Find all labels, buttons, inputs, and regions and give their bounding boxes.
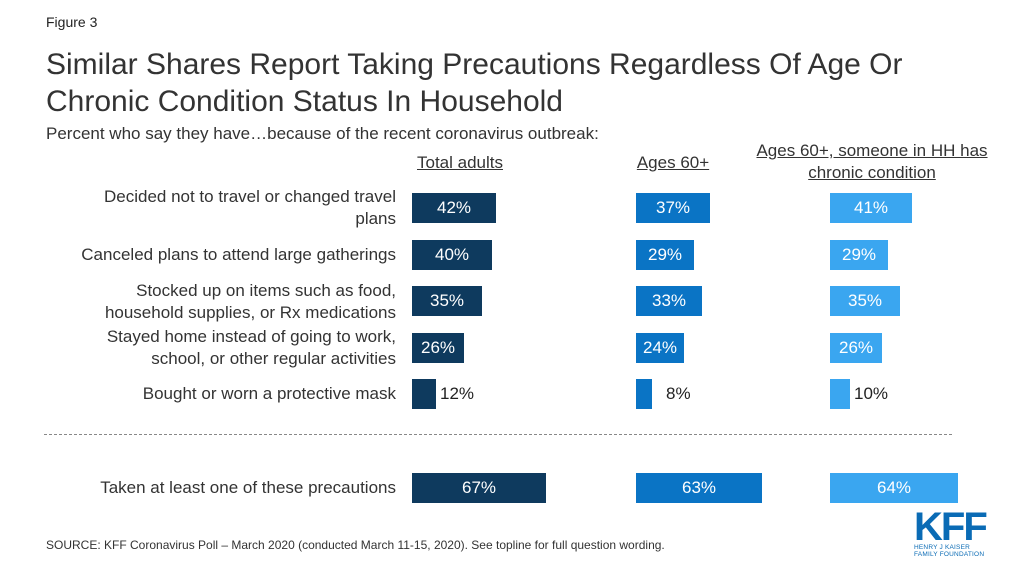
bar: [830, 473, 958, 503]
bar: [636, 333, 684, 363]
bar-value-label: 8%: [666, 384, 691, 403]
bar-value-label: 35%: [847, 291, 883, 310]
bar: [636, 193, 710, 223]
bar: [412, 379, 436, 409]
bar: [412, 193, 496, 223]
chart-title: Similar Shares Report Taking Precautions…: [46, 48, 903, 118]
bar: [636, 286, 702, 316]
bar: [636, 473, 762, 503]
bar-value-label: 42%: [436, 198, 472, 217]
bar: [830, 379, 850, 409]
bar: [830, 193, 912, 223]
bar-value-label: 26%: [838, 338, 874, 357]
bar-value-label: 67%: [461, 478, 497, 497]
bar-value-label: 33%: [651, 291, 687, 310]
row-label: Stocked up on items such as food, househo…: [104, 281, 396, 322]
row-label: Stayed home instead of going to work, sch…: [106, 327, 396, 368]
bar-value-label: 63%: [681, 478, 717, 497]
logo-subtext: HENRY J KAISER FAMILY FOUNDATION: [914, 544, 985, 558]
bar-value-label: 35%: [429, 291, 465, 310]
figure-label: Figure 3: [46, 14, 98, 30]
bar: [412, 240, 492, 270]
bar-value-label: 40%: [434, 245, 470, 264]
bar: [412, 286, 482, 316]
bar: [636, 240, 694, 270]
bar-value-label: 26%: [420, 338, 456, 357]
bar: [412, 473, 546, 503]
chart-subtitle: Percent who say they have…because of the…: [46, 124, 599, 143]
bar-value-label: 12%: [440, 384, 475, 403]
logo-text: KFF: [914, 505, 988, 549]
source-note: SOURCE: KFF Coronavirus Poll – March 202…: [46, 538, 665, 552]
column-header-total-adults: Total adults: [417, 153, 503, 172]
row-label: Decided not to travel or changed travel p…: [103, 187, 396, 228]
bar-value-label: 64%: [876, 478, 912, 497]
bar-value-label: 37%: [655, 198, 691, 217]
bar: [830, 333, 882, 363]
bar: [636, 379, 652, 409]
column-header-ages-60: Ages 60+: [636, 153, 710, 172]
dashed-divider: [44, 434, 952, 435]
row-label: Taken at least one of these precautions: [100, 478, 396, 497]
row-label: Canceled plans to attend large gathering…: [81, 245, 396, 264]
kff-logo: KFF HENRY J KAISER FAMILY FOUNDATION: [914, 505, 988, 558]
bar: [830, 286, 900, 316]
row-label: Bought or worn a protective mask: [142, 384, 396, 403]
column-header-ages-60-chronic: Ages 60+, someone in HH has chronic cond…: [756, 141, 988, 182]
bar-value-label: 41%: [853, 198, 889, 217]
bar-value-label: 29%: [841, 245, 877, 264]
bar: [412, 333, 464, 363]
bar: [830, 240, 888, 270]
bar-value-label: 10%: [854, 384, 889, 403]
bar-value-label: 24%: [642, 338, 678, 357]
bar-value-label: 29%: [647, 245, 683, 264]
